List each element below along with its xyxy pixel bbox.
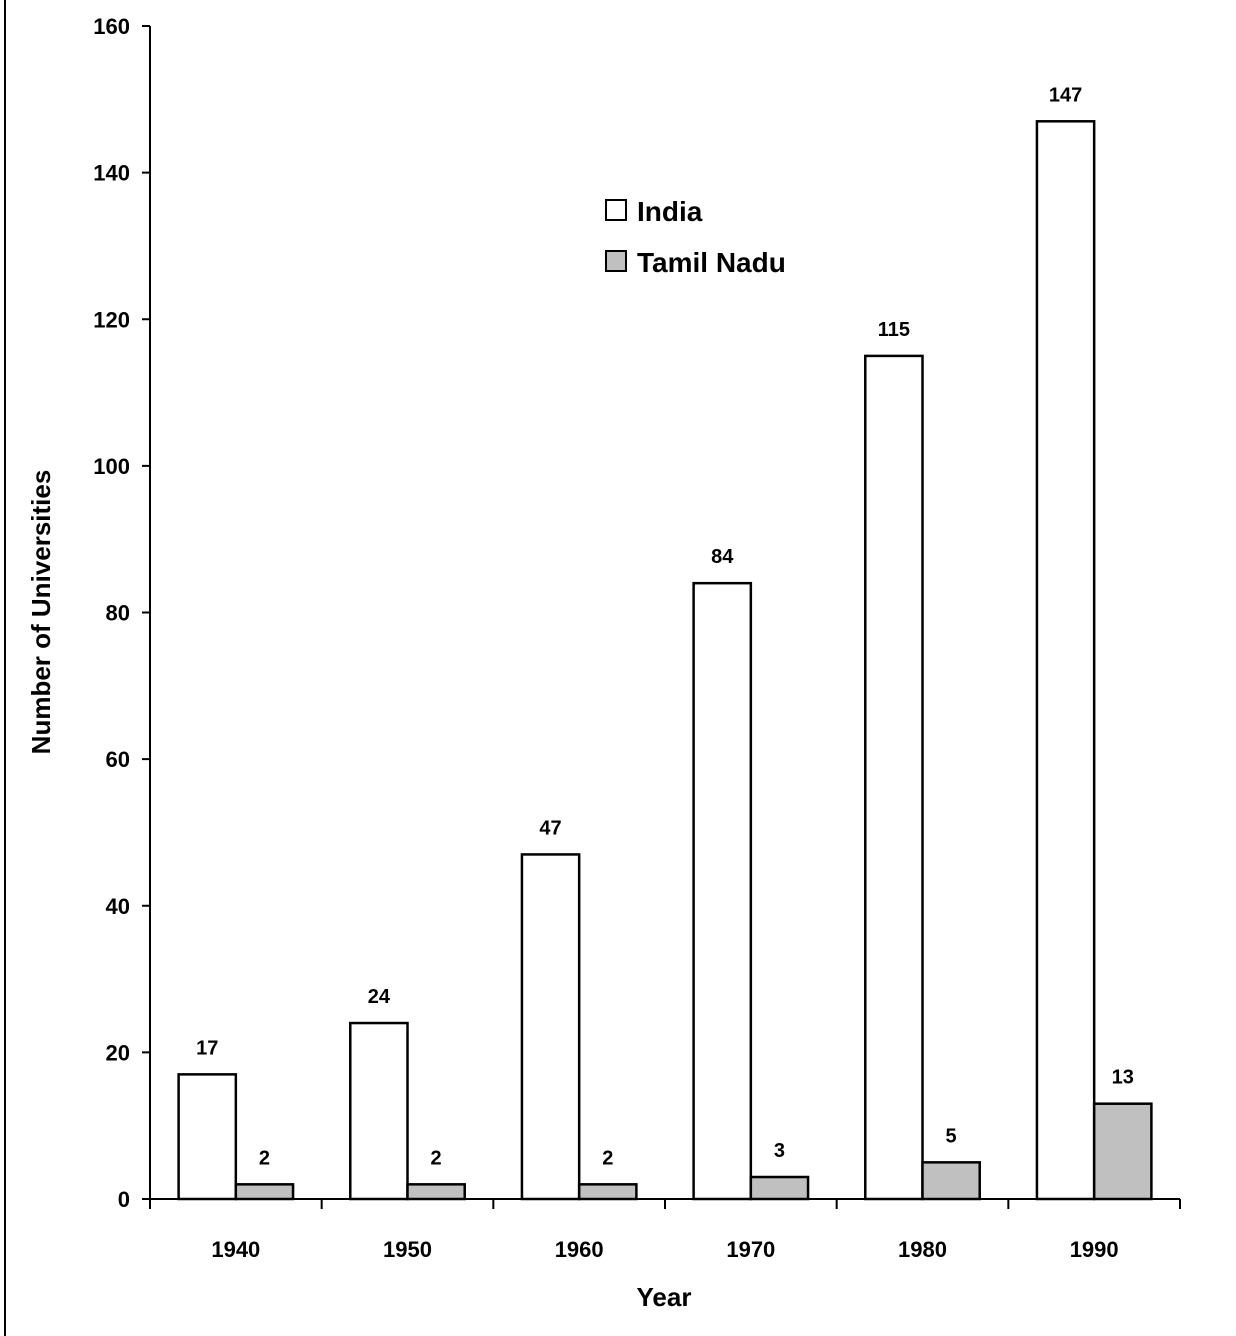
data-label-tamil-nadu: 5	[946, 1125, 957, 1147]
bar-india	[349, 1021, 409, 1201]
y-tick-label: 40	[106, 894, 130, 919]
x-tick-label: 1960	[555, 1237, 604, 1262]
x-tick-label: 1980	[898, 1237, 947, 1262]
y-tick-label: 60	[106, 747, 130, 772]
data-label-tamil-nadu: 2	[602, 1147, 613, 1169]
y-tick-label: 120	[93, 307, 130, 332]
data-label-india: 24	[368, 986, 391, 1008]
data-label-tamil-nadu: 3	[774, 1140, 785, 1162]
y-tick-label: 140	[93, 161, 130, 186]
data-label-india: 147	[1049, 84, 1082, 106]
data-label-india: 47	[539, 817, 561, 839]
legend-label-tamil-nadu: Tamil Nadu	[637, 247, 786, 278]
bar-india	[864, 354, 924, 1201]
data-label-india: 115	[878, 319, 910, 341]
bar-tamil-nadu	[234, 1183, 295, 1201]
bar-india	[177, 1073, 238, 1201]
x-tick-label: 1990	[1070, 1237, 1119, 1262]
bar-tamil-nadu	[1092, 1102, 1153, 1201]
y-tick-label: 160	[93, 14, 130, 39]
bar-india	[692, 581, 753, 1201]
legend: India Tamil Nadu	[605, 196, 786, 278]
y-tick-label: 20	[106, 1040, 130, 1065]
data-label-tamil-nadu: 2	[259, 1147, 270, 1169]
data-label-india: 84	[711, 546, 734, 568]
data-label-tamil-nadu: 13	[1112, 1067, 1134, 1089]
bar-tamil-nadu	[577, 1183, 638, 1201]
y-axis-title: Number of Universities	[26, 470, 56, 755]
x-tick-label: 1940	[211, 1237, 260, 1262]
bar-tamil-nadu	[749, 1175, 810, 1201]
legend-swatch-tamil-nadu	[605, 250, 627, 272]
y-tick-label: 80	[106, 601, 130, 626]
bar-tamil-nadu	[921, 1161, 981, 1201]
data-label-tamil-nadu: 2	[431, 1147, 442, 1169]
x-tick-label: 1970	[726, 1237, 775, 1262]
legend-label-india: India	[637, 196, 703, 227]
data-label-india: 17	[196, 1037, 218, 1059]
bar-tamil-nadu	[406, 1183, 466, 1201]
x-axis-title: Year	[637, 1282, 692, 1312]
x-tick-label: 1950	[383, 1237, 432, 1262]
y-tick-label: 100	[93, 454, 130, 479]
legend-swatch-india	[605, 199, 627, 221]
bar-india	[1035, 120, 1096, 1201]
bar-india	[520, 853, 581, 1201]
y-tick-label: 0	[118, 1187, 130, 1212]
